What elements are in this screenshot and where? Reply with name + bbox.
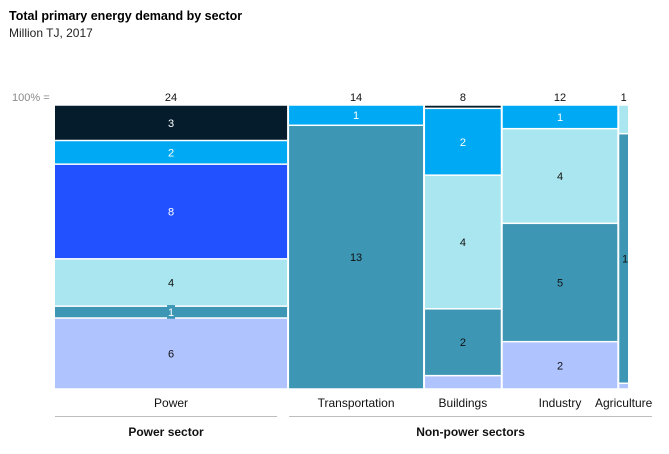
data-label-buildings-4: 2 [460,337,466,349]
data-label-power-2: 8 [168,207,174,219]
segment-power-2 [55,164,288,259]
data-label-power-4: 1 [168,307,174,319]
segment-buildings-4 [425,309,501,375]
column-total-agriculture: 1 [621,92,627,104]
segment-buildings-5 [425,376,501,389]
segment-buildings-3 [425,175,501,309]
data-label-industry-5: 2 [557,360,563,372]
segment-transportation-4 [289,126,424,389]
column-total-buildings: 8 [460,92,466,104]
data-label-industry-1: 1 [557,112,563,124]
segment-industry-1 [502,105,618,128]
segment-transportation-1 [289,105,424,125]
data-label-power-5: 6 [168,349,174,361]
data-label-transportation-1: 1 [353,110,359,122]
data-label-box-power-4 [167,305,176,320]
column-label-power: Power [154,396,188,410]
group-label-non-power-sectors: Non-power sectors [416,425,525,439]
data-label-power-3: 4 [168,278,174,290]
data-label-power-0: 3 [168,118,174,130]
segment-buildings-0 [425,105,501,108]
segment-buildings-1 [425,109,501,175]
segment-agriculture-4 [619,134,628,383]
segment-agriculture-3 [619,105,628,133]
column-label-transportation: Transportation [318,396,395,410]
column-label-agriculture: Agriculture [595,396,653,410]
column-total-power: 24 [165,92,177,104]
chart-subtitle: Million TJ, 2017 [9,26,93,40]
data-label-power-1: 2 [168,147,174,159]
column-label-buildings: Buildings [439,396,488,410]
data-label-buildings-1: 2 [460,137,466,149]
group-label-power-sector: Power sector [128,425,204,439]
column-label-industry: Industry [539,396,582,410]
column-total-industry: 12 [554,92,566,104]
segment-power-5 [55,318,288,389]
segment-power-1 [55,141,288,164]
chart-title: Total primary energy demand by sector [9,9,243,23]
data-label-agriculture-4: 1 [622,253,628,265]
segment-industry-4 [502,224,618,341]
data-label-industry-4: 5 [557,278,563,290]
segment-agriculture-5 [619,384,628,389]
segment-power-3 [55,259,288,306]
data-label-industry-3: 4 [557,171,563,183]
data-label-buildings-3: 4 [460,237,466,249]
y-axis-label: 100% = [12,92,50,104]
segment-power-0 [55,105,288,140]
segment-industry-3 [502,129,618,223]
segment-industry-5 [502,342,618,389]
column-total-transportation: 14 [350,92,362,104]
data-label-transportation-4: 13 [350,252,362,264]
